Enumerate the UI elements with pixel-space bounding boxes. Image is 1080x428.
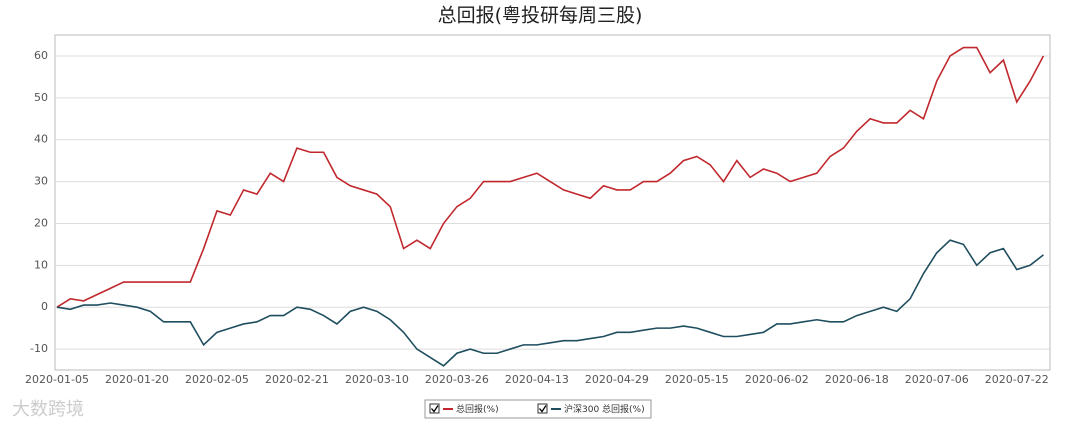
y-tick-label: 30 bbox=[34, 175, 48, 188]
legend-label: 总回报(%) bbox=[456, 403, 499, 415]
y-tick-label: -10 bbox=[30, 342, 48, 355]
legend-check bbox=[539, 405, 547, 413]
y-tick-label: 10 bbox=[34, 258, 48, 271]
legend-label: 沪深300 总回报(%) bbox=[564, 403, 645, 415]
x-tick-label: 2020-02-05 bbox=[185, 373, 249, 386]
x-tick-label: 2020-04-29 bbox=[585, 373, 649, 386]
y-tick-label: 0 bbox=[41, 300, 48, 313]
x-tick-label: 2020-05-15 bbox=[665, 373, 729, 386]
y-tick-label: 60 bbox=[34, 49, 48, 62]
legend-item[interactable]: 沪深300 总回报(%) bbox=[537, 403, 645, 415]
legend-check bbox=[431, 405, 439, 413]
x-tick-label: 2020-03-26 bbox=[425, 373, 489, 386]
chart-title: 总回报(粤投研每周三股) bbox=[438, 5, 643, 27]
x-tick-label: 2020-06-02 bbox=[745, 373, 809, 386]
x-tick-label: 2020-07-22 bbox=[985, 373, 1049, 386]
x-tick-label: 2020-01-20 bbox=[105, 373, 169, 386]
x-tick-label: 2020-02-21 bbox=[265, 373, 329, 386]
x-tick-label: 2020-03-10 bbox=[345, 373, 409, 386]
x-tick-label: 2020-01-05 bbox=[25, 373, 89, 386]
line-series bbox=[56, 239, 1044, 367]
x-tick-label: 2020-06-18 bbox=[825, 373, 889, 386]
y-tick-label: 40 bbox=[34, 133, 48, 146]
x-tick-label: 2020-07-06 bbox=[905, 373, 969, 386]
plot-frame bbox=[54, 34, 1051, 371]
legend-checkbox[interactable] bbox=[537, 403, 548, 414]
legend-item[interactable]: 总回报(%) bbox=[429, 403, 499, 415]
legend-checkbox[interactable] bbox=[429, 403, 440, 414]
y-tick-label: 20 bbox=[34, 216, 48, 229]
line-series bbox=[56, 46, 1045, 308]
x-tick-label: 2020-04-13 bbox=[505, 373, 569, 386]
watermark: 大数跨境 bbox=[12, 399, 84, 420]
legend: 总回报(%) 沪深300 总回报(%) bbox=[424, 399, 652, 419]
y-tick-label: 50 bbox=[34, 91, 48, 104]
